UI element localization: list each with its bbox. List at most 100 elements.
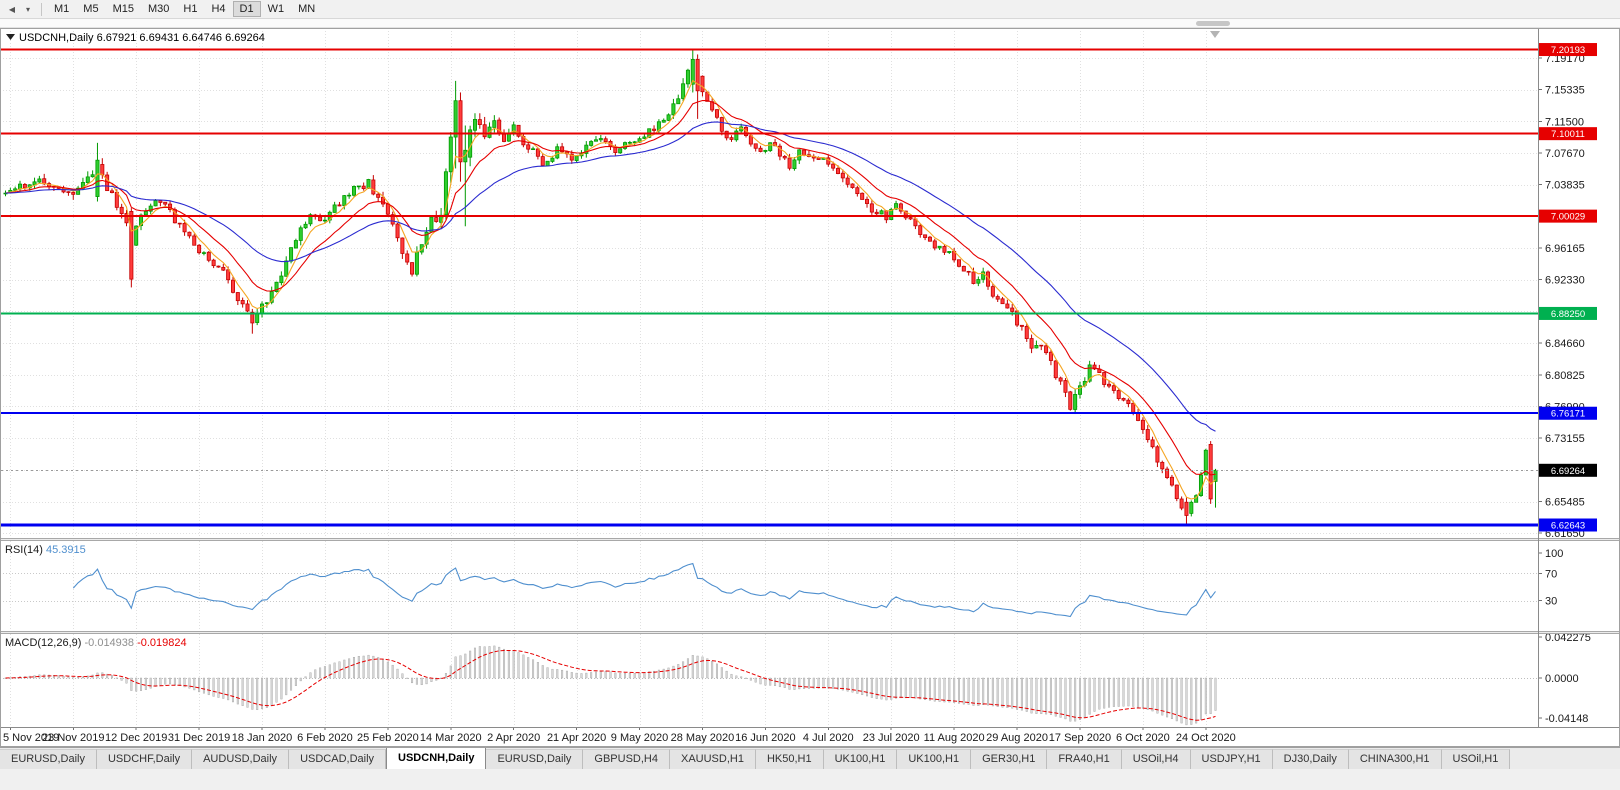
svg-text:100: 100 <box>1545 548 1563 560</box>
svg-text:6 Feb 2020: 6 Feb 2020 <box>297 732 353 744</box>
main-chart-window: 7.191707.153357.115007.076707.038357.000… <box>0 28 1620 747</box>
chart-hscrollbar[interactable] <box>0 19 1620 28</box>
chart-tab-uk100-h1[interactable]: UK100,H1 <box>823 749 898 769</box>
macd-signal-line <box>5 650 1216 721</box>
chart-tab-usdcad-daily[interactable]: USDCAD,Daily <box>289 749 387 769</box>
timeframe-button-h1[interactable]: H1 <box>176 1 204 17</box>
chart-title: USDCNH,Daily 6.67921 6.69431 6.64746 6.6… <box>6 32 265 44</box>
chart-shift-marker-icon[interactable] <box>1210 31 1220 38</box>
chart-tab-eurusd-daily[interactable]: EURUSD,Daily <box>486 749 584 769</box>
svg-text:12 Dec 2019: 12 Dec 2019 <box>105 732 167 744</box>
price-level-badge: 7.00029 <box>1539 209 1597 223</box>
timeframe-button-m15[interactable]: M15 <box>106 1 141 17</box>
chart-tab-xauusd-h1[interactable]: XAUUSD,H1 <box>669 749 756 769</box>
svg-text:23 Jul 2020: 23 Jul 2020 <box>863 732 920 744</box>
svg-text:6.69264: 6.69264 <box>1551 466 1585 477</box>
chart-tab-fra40-h1[interactable]: FRA40,H1 <box>1047 749 1122 769</box>
svg-text:11 Aug 2020: 11 Aug 2020 <box>924 732 985 744</box>
rsi-plot-area[interactable] <box>0 541 1538 631</box>
chart-canvas[interactable]: 7.191707.153357.115007.076707.038357.000… <box>0 28 1620 747</box>
svg-text:7.07670: 7.07670 <box>1545 148 1585 160</box>
chart-tab-hk50-h1[interactable]: HK50,H1 <box>755 749 824 769</box>
svg-text:14 Mar 2020: 14 Mar 2020 <box>420 732 482 744</box>
svg-text:6.80825: 6.80825 <box>1545 370 1585 382</box>
price-level-badge: 7.20193 <box>1539 43 1597 57</box>
panel-splitter[interactable] <box>0 538 1620 541</box>
svg-text:7.20193: 7.20193 <box>1551 45 1585 56</box>
rsi-panel: 100 70 30 RSI(14) 45.3915 <box>0 544 1563 618</box>
symbol-dropdown-icon[interactable] <box>6 34 15 40</box>
timeframe-toolbar: ◀ ▾ M1 M5 M15 M30 H1 H4 D1 W1 MN <box>0 0 1620 19</box>
svg-text:7.00029: 7.00029 <box>1551 212 1585 223</box>
svg-text:17 Sep 2020: 17 Sep 2020 <box>1049 732 1111 744</box>
chart-tab-usoil-h1[interactable]: USOil,H1 <box>1441 749 1511 769</box>
svg-text:-0.04148: -0.04148 <box>1545 713 1588 725</box>
macd-panel: 0.042275 0.0000 -0.04148 MACD(12,26,9) -0.0… <box>0 632 1591 725</box>
svg-text:16 Jun 2020: 16 Jun 2020 <box>735 732 796 744</box>
status-strip <box>0 769 1620 790</box>
chart-tab-usdcnh-daily[interactable]: USDCNH,Daily <box>386 748 487 769</box>
svg-text:70: 70 <box>1545 568 1557 580</box>
timeframe-button-mn[interactable]: MN <box>291 1 322 17</box>
timeframe-button-m5[interactable]: M5 <box>76 1 105 17</box>
svg-text:6.65485: 6.65485 <box>1545 497 1585 509</box>
chart-tab-audusd-daily[interactable]: AUDUSD,Daily <box>192 749 290 769</box>
date-axis[interactable] <box>0 727 1620 747</box>
svg-text:2 Apr 2020: 2 Apr 2020 <box>487 732 540 744</box>
moving-average-line-13 <box>5 99 1216 476</box>
svg-text:29 Aug 2020: 29 Aug 2020 <box>986 732 1048 744</box>
svg-text:31 Dec 2019: 31 Dec 2019 <box>168 732 230 744</box>
chart-tab-eurusd-daily[interactable]: EURUSD,Daily <box>0 749 97 769</box>
chart-tab-china300-h1[interactable]: CHINA300,H1 <box>1348 749 1442 769</box>
svg-text:0.0000: 0.0000 <box>1545 673 1579 685</box>
svg-text:21 Apr 2020: 21 Apr 2020 <box>547 732 606 744</box>
svg-text:6.84660: 6.84660 <box>1545 338 1585 350</box>
dropdown-arrow-icon[interactable]: ▾ <box>25 4 30 14</box>
price-level-badge: 6.62643 <box>1539 518 1597 532</box>
svg-text:24 Oct 2020: 24 Oct 2020 <box>1176 732 1236 744</box>
rsi-line <box>72 562 1216 618</box>
svg-text:6.73155: 6.73155 <box>1545 433 1585 445</box>
macd-plot-area[interactable] <box>0 634 1538 727</box>
price-level-badge: 6.76171 <box>1539 406 1597 420</box>
timeframe-button-d1[interactable]: D1 <box>232 1 261 17</box>
svg-text:30: 30 <box>1545 596 1557 608</box>
chart-tab-ger30-h1[interactable]: GER30,H1 <box>971 749 1048 769</box>
timeframe-button-m30[interactable]: M30 <box>141 1 176 17</box>
svg-text:6.92330: 6.92330 <box>1545 275 1585 287</box>
svg-text:7.11500: 7.11500 <box>1545 116 1584 128</box>
svg-text:7.15335: 7.15335 <box>1545 85 1585 97</box>
moving-average-line-5 <box>5 79 1216 500</box>
chart-tab-uk100-h1[interactable]: UK100,H1 <box>897 749 972 769</box>
timeframe-button-m1[interactable]: M1 <box>47 1 76 17</box>
chart-tab-gbpusd-h4[interactable]: GBPUSD,H4 <box>583 749 670 769</box>
svg-text:7.03835: 7.03835 <box>1545 180 1585 192</box>
chart-plot-area[interactable] <box>0 28 1538 538</box>
timeframe-button-h4[interactable]: H4 <box>204 1 232 17</box>
macd-label: MACD(12,26,9) -0.014938 -0.019824 <box>5 637 187 649</box>
svg-text:4 Jul 2020: 4 Jul 2020 <box>803 732 854 744</box>
price-axis[interactable] <box>1538 28 1620 727</box>
chart-tab-usoil-h4[interactable]: USOil,H4 <box>1121 749 1191 769</box>
svg-text:5 Nov 2019: 5 Nov 2019 <box>3 732 59 744</box>
timeframe-button-w1[interactable]: W1 <box>261 1 292 17</box>
svg-text:6.76171: 6.76171 <box>1551 409 1585 420</box>
price-level-badge: 6.88250 <box>1539 306 1597 320</box>
svg-text:6 Oct 2020: 6 Oct 2020 <box>1116 732 1170 744</box>
hscrollbar-thumb[interactable] <box>1196 21 1230 26</box>
rsi-label: RSI(14) 45.3915 <box>5 544 86 556</box>
svg-text:6.88250: 6.88250 <box>1551 309 1585 320</box>
svg-text:23 Nov 2019: 23 Nov 2019 <box>42 732 104 744</box>
chart-tab-dj30-daily[interactable]: DJ30,Daily <box>1272 749 1349 769</box>
svg-text:USDCNH,Daily 6.67921 6.69431: USDCNH,Daily 6.67921 6.69431 6.64746 6.6… <box>19 32 265 44</box>
scroll-left-icon[interactable]: ◀ <box>8 4 16 14</box>
grid-lines <box>0 28 1538 727</box>
svg-text:18 Jan 2020: 18 Jan 2020 <box>232 732 293 744</box>
chart-tab-usdchf-daily[interactable]: USDCHF,Daily <box>96 749 193 769</box>
svg-text:0.042275: 0.042275 <box>1545 632 1591 644</box>
svg-text:6.62643: 6.62643 <box>1551 521 1585 532</box>
panel-splitter[interactable] <box>0 631 1620 634</box>
chart-tab-usdjpy-h1[interactable]: USDJPY,H1 <box>1190 749 1273 769</box>
svg-text:9 May 2020: 9 May 2020 <box>611 732 668 744</box>
